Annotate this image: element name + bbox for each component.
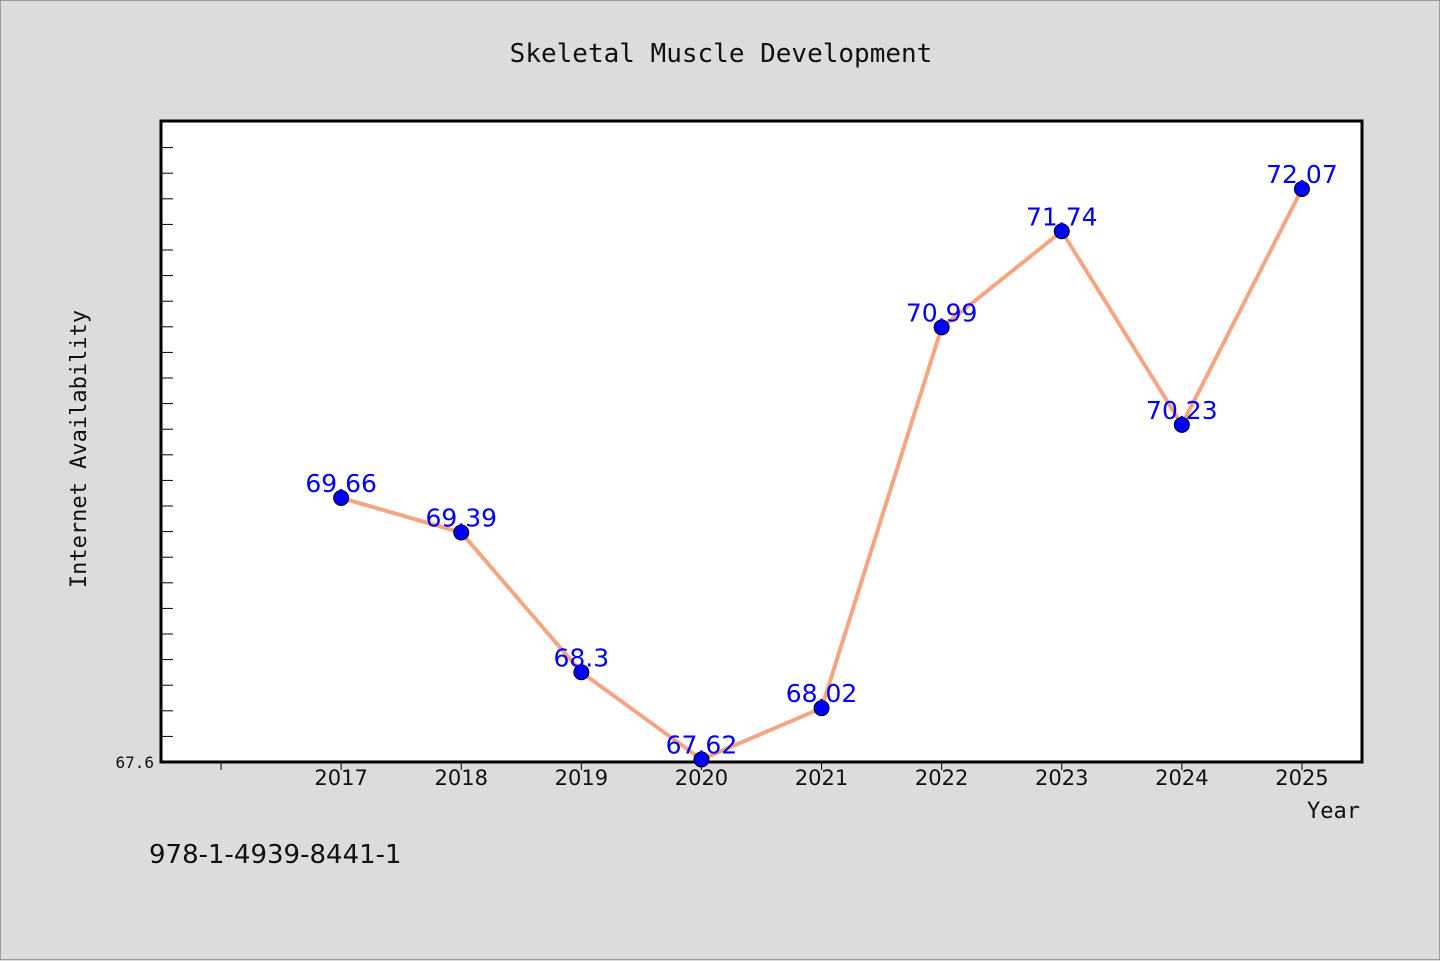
x-tick-label: 2025	[1275, 766, 1328, 790]
data-point	[453, 524, 470, 541]
x-tick-labels: 2017 2018 2019 2020 2021 2022 2023 2024 2025	[314, 766, 1328, 790]
x-tick-label: 2020	[675, 766, 728, 790]
y-tick-label: 67.6	[115, 753, 154, 772]
data-point	[933, 319, 950, 336]
y-tick-labels: 67.6	[115, 753, 154, 772]
data-label: 68.02	[786, 679, 858, 708]
data-point	[1293, 180, 1310, 197]
x-tick-label: 2017	[314, 766, 367, 790]
markers	[333, 180, 1310, 768]
data-label: 72.07	[1266, 160, 1338, 189]
x-axis-label: Year	[1307, 799, 1360, 824]
data-point	[573, 664, 590, 681]
data-point	[1053, 223, 1070, 240]
data-label: 69.39	[425, 504, 497, 533]
data-label: 69.66	[305, 469, 377, 498]
x-tick-label: 2023	[1035, 766, 1088, 790]
x-tick-label: 2018	[435, 766, 488, 790]
chart-title: Skeletal Muscle Development	[510, 39, 933, 69]
data-label: 68.3	[554, 643, 610, 672]
x-ticks	[220, 762, 1303, 770]
x-tick-label: 2019	[555, 766, 608, 790]
x-tick-label: 2022	[915, 766, 968, 790]
data-point	[813, 700, 830, 717]
data-label: 67.62	[666, 730, 738, 759]
data-label: 70.99	[906, 298, 978, 327]
data-point	[693, 751, 710, 768]
y-axis-label: Internet Availability	[67, 310, 92, 588]
data-label: 71.74	[1026, 202, 1098, 231]
x-tick-label: 2024	[1155, 766, 1208, 790]
plot-area	[159, 119, 1364, 764]
data-labels: 69.66 69.39 68.3 67.62 68.02 70.99 71.74 70.23 7…	[305, 160, 1337, 759]
data-point	[1173, 416, 1190, 433]
data-point	[333, 489, 350, 506]
isbn-text: 978-1-4939-8441-1	[149, 840, 402, 870]
x-tick-label: 2021	[795, 766, 848, 790]
y-minor-ticks	[161, 147, 173, 737]
data-label: 70.23	[1146, 396, 1218, 425]
